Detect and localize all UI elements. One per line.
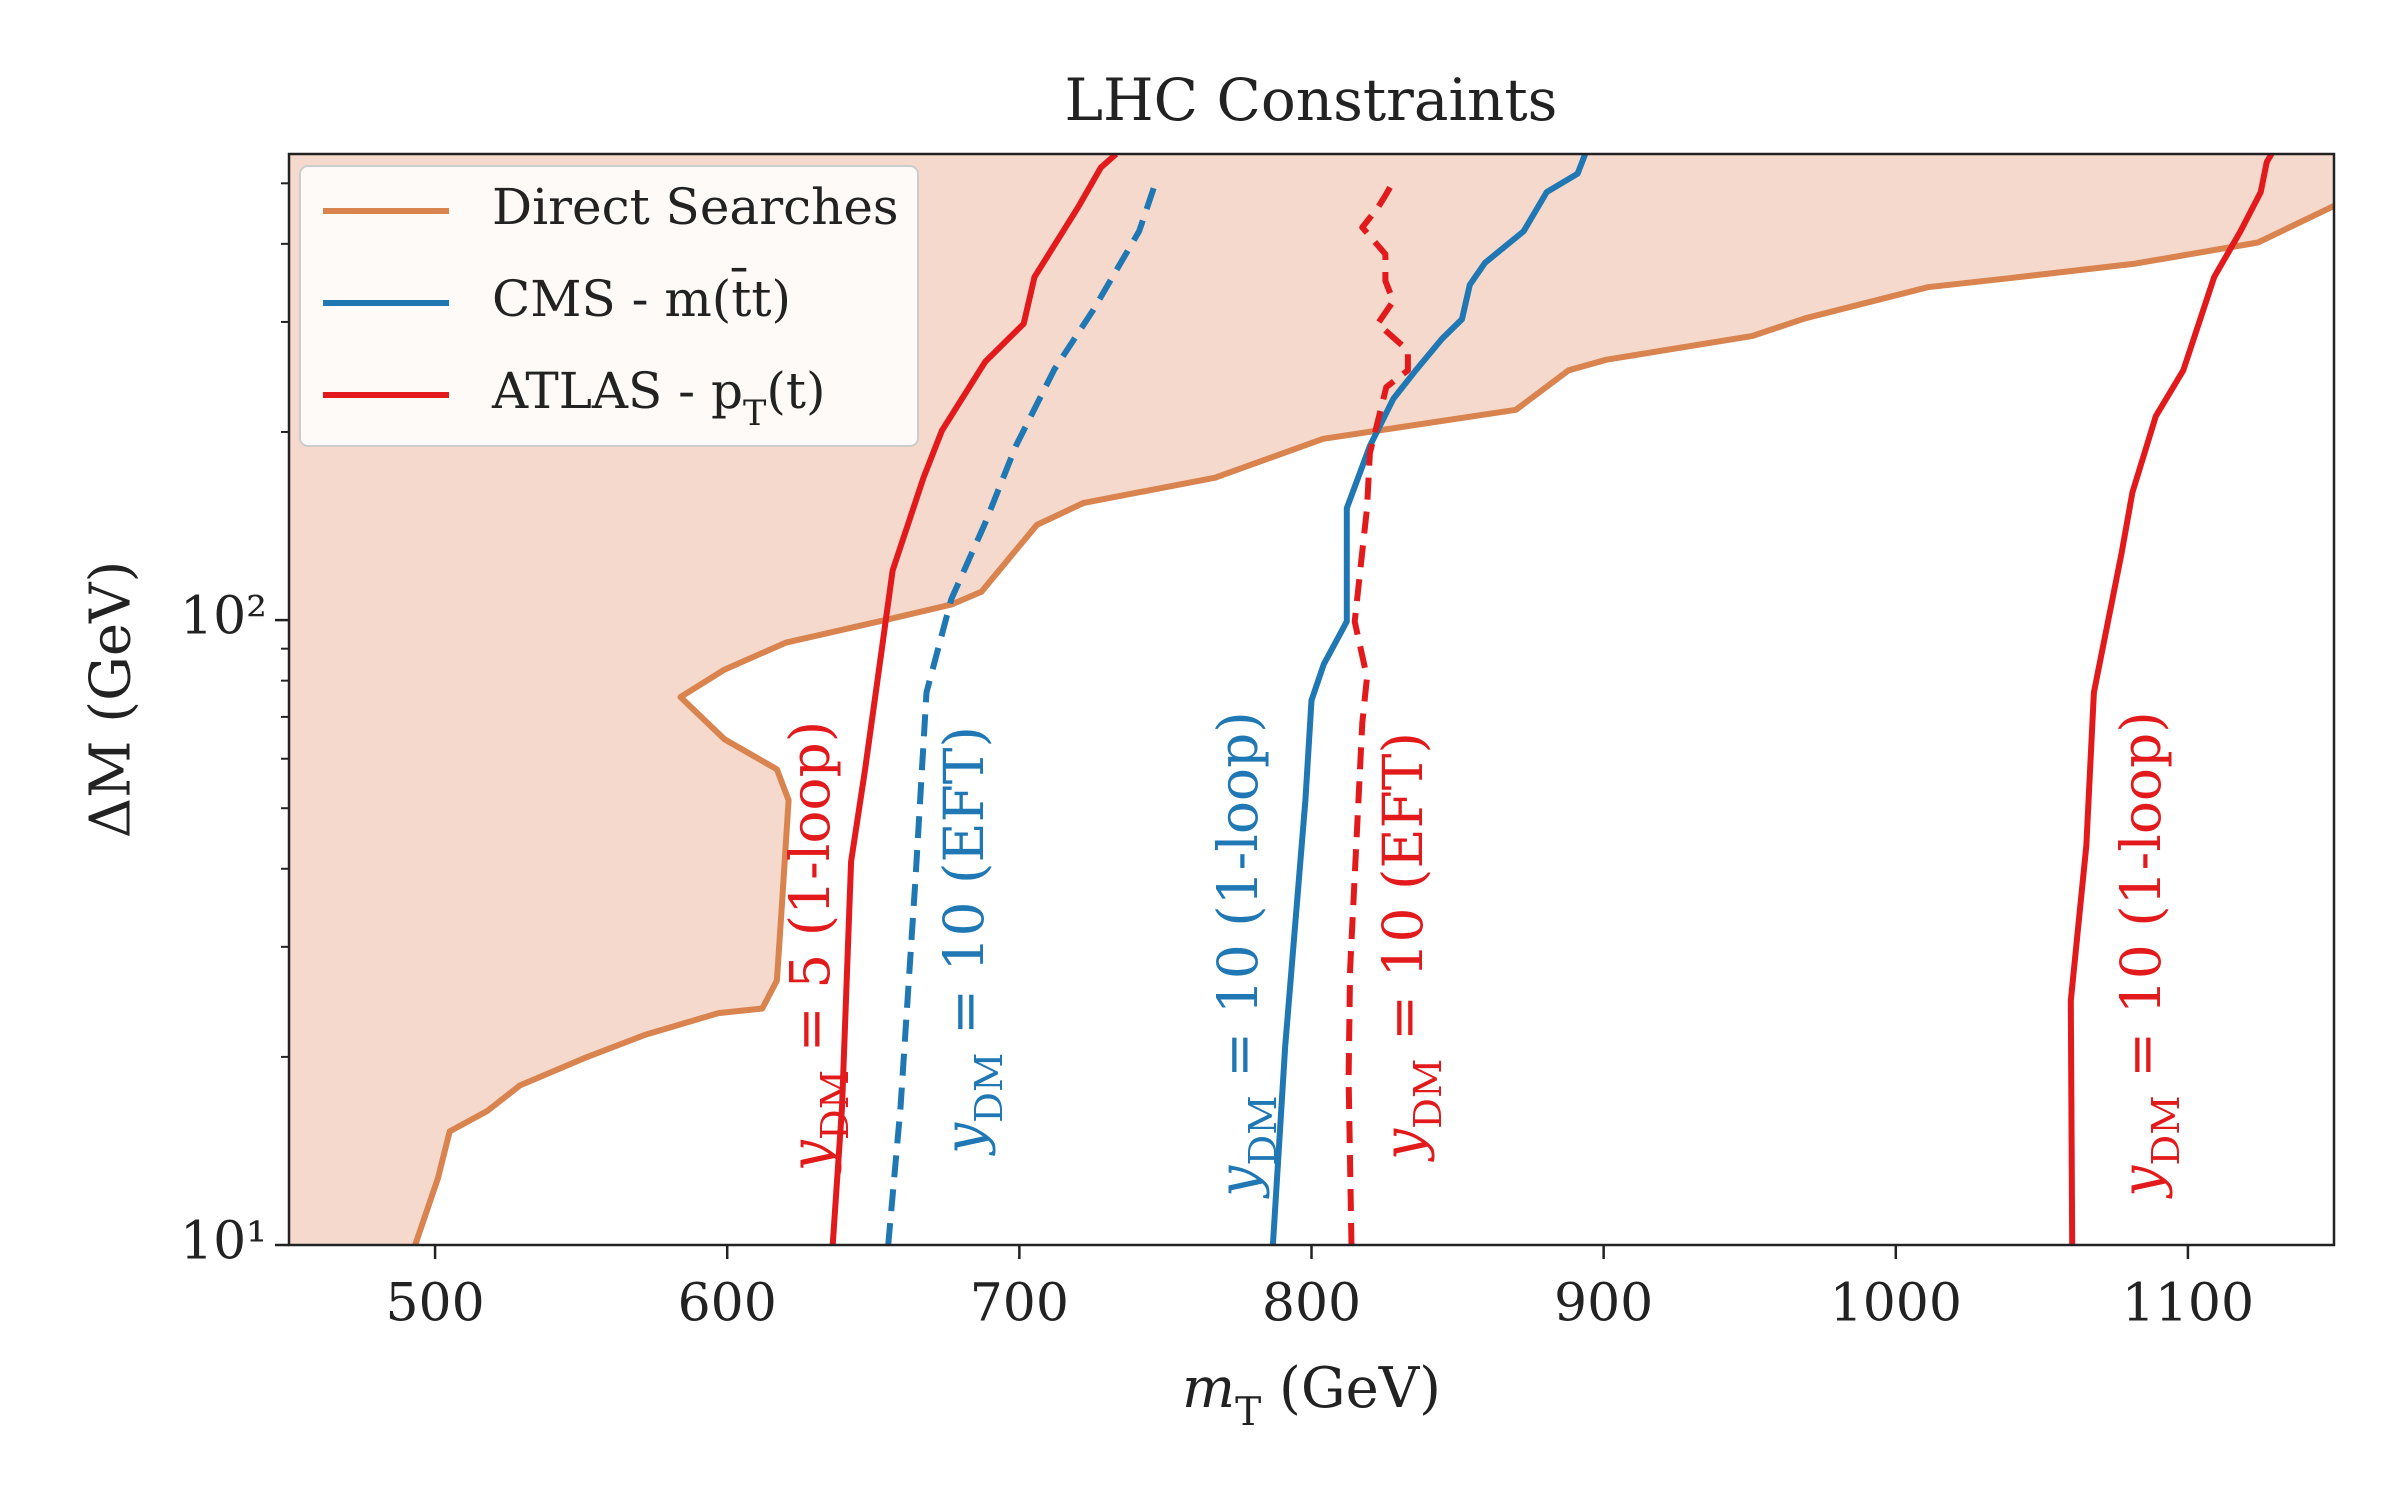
series-line	[1269, 154, 1588, 1245]
curve-annotation-part: y	[1371, 1128, 1435, 1163]
series-line	[1345, 180, 1411, 1245]
curve-annotation-part: DM	[967, 1053, 1012, 1123]
x-tick-label: 700	[970, 1274, 1069, 1334]
y-tick-label: 10¹	[180, 1212, 267, 1272]
chart-title: LHC Constraints	[1065, 66, 1558, 134]
curve-annotation-part: DM	[1241, 1095, 1286, 1165]
legend-label-part: (t)	[766, 362, 825, 420]
x-tick-label: 900	[1554, 1274, 1653, 1334]
legend-label: CMS - m(t̄t)	[492, 267, 791, 328]
x-axis-label-part: (GeV)	[1261, 1356, 1441, 1421]
x-tick-label: 1000	[1830, 1274, 1962, 1334]
series-line	[885, 175, 1161, 1245]
legend: Direct Searches CMS - m(t̄t) ATLAS - pT(t)	[299, 165, 919, 447]
legend-label-part: Direct Searches	[492, 178, 899, 236]
curve-annotation-part: = 10 (EFT)	[932, 726, 996, 1052]
curve-annotation: yDM = 10 (1-loop)	[2109, 711, 2189, 1199]
curve-annotation-part: = 10 (1-loop)	[2109, 711, 2173, 1095]
x-axis-label-part: m	[1182, 1356, 1235, 1421]
legend-label: Direct Searches	[492, 178, 899, 236]
legend-label-part: CMS - m(t̄t)	[492, 267, 791, 328]
series-line	[2067, 154, 2275, 1245]
x-tick-label: 1100	[2122, 1274, 2254, 1334]
x-tick-label: 600	[678, 1274, 777, 1334]
legend-frame	[299, 165, 919, 447]
series-line	[829, 154, 1119, 1245]
curve-annotation: yDM = 5 (1-loop)	[778, 721, 858, 1174]
curve-annotation-part: DM	[2144, 1095, 2189, 1165]
legend-label-part: T	[743, 394, 766, 434]
curve-annotation-part: DM	[1406, 1059, 1451, 1129]
curve-annotation-part: DM	[813, 1070, 858, 1140]
x-tick-label: 800	[1262, 1274, 1361, 1334]
curve-annotation-part: = 10 (EFT)	[1371, 732, 1435, 1058]
curve-annotation: yDM = 10 (EFT)	[1371, 732, 1451, 1163]
curve-annotation-part: y	[2109, 1165, 2173, 1200]
y-axis-label: ΔM (GeV)	[79, 561, 144, 839]
curve-annotation: yDM = 10 (EFT)	[932, 726, 1012, 1157]
legend-label-part: ATLAS - p	[491, 362, 743, 420]
curve-annotation: yDM = 10 (1-loop)	[1206, 711, 1286, 1199]
curve-annotation-part: = 10 (1-loop)	[1206, 711, 1270, 1095]
x-axis-label-part: T	[1235, 1390, 1261, 1435]
curve-annotation-part: y	[778, 1139, 842, 1174]
curve-annotation-part: = 5 (1-loop)	[778, 721, 842, 1070]
y-tick-label: 10²	[180, 587, 267, 647]
x-tick-label: 500	[385, 1274, 484, 1334]
curve-annotation-part: y	[932, 1122, 996, 1157]
legend-label: ATLAS - pT(t)	[491, 362, 825, 434]
x-axis-label: mT (GeV)	[1182, 1356, 1441, 1435]
curve-annotation-part: y	[1206, 1165, 1270, 1200]
